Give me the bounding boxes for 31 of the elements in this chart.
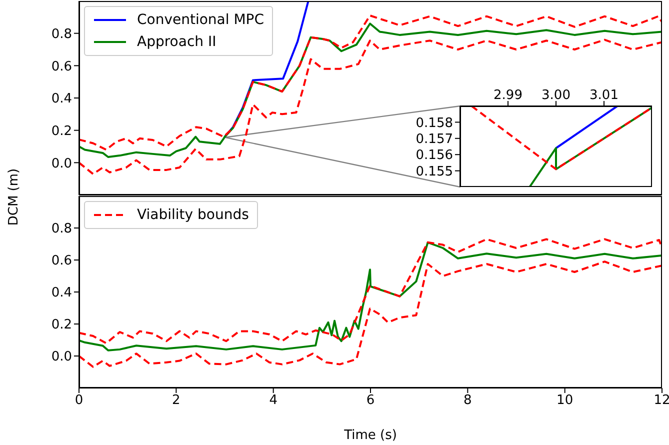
x-tick-label: 3.01 — [590, 88, 618, 103]
x-tick-label: 4 — [269, 393, 278, 408]
x-tick-label: 0 — [74, 393, 84, 408]
x-tick-label: 12 — [654, 393, 669, 408]
y-tick-label: 0.8 — [51, 26, 72, 42]
y-tick-label: 0.8 — [51, 222, 72, 237]
x-tick-label: 10 — [556, 393, 574, 408]
y-tick-label: 0.6 — [51, 254, 72, 269]
y-tick-label: 0.0 — [51, 350, 72, 365]
y-tick-label: 0.6 — [51, 59, 72, 74]
legend-label: Viability bounds — [137, 206, 249, 225]
y-tick-label: 0.157 — [416, 132, 453, 148]
x-tick-label: 2 — [172, 393, 180, 408]
y-tick-label: 0.2 — [51, 318, 72, 333]
y-tick-label: 0.4 — [51, 92, 72, 107]
line-series — [528, 106, 652, 187]
x-axis-title: Time (s) — [343, 428, 397, 443]
y-tick-label: 0.155 — [416, 164, 453, 180]
legend-label: Conventional MPC — [137, 11, 264, 30]
y-tick-label: 0.2 — [51, 124, 72, 139]
y-tick-label: 0.156 — [416, 148, 453, 164]
y-tick-label: 0.158 — [416, 116, 453, 131]
legend-label: Approach II — [137, 33, 216, 52]
x-tick-label: 8 — [464, 393, 472, 408]
x-tick-label: 3.00 — [542, 88, 570, 103]
y-tick-label: 0.4 — [51, 286, 72, 301]
x-tick-label: 6 — [366, 393, 375, 408]
line-series — [79, 260, 662, 368]
x-tick-label: 2.99 — [494, 88, 522, 103]
y-tick-label: 0.0 — [51, 156, 72, 172]
y-axis-title: DCM (m) — [6, 168, 22, 226]
